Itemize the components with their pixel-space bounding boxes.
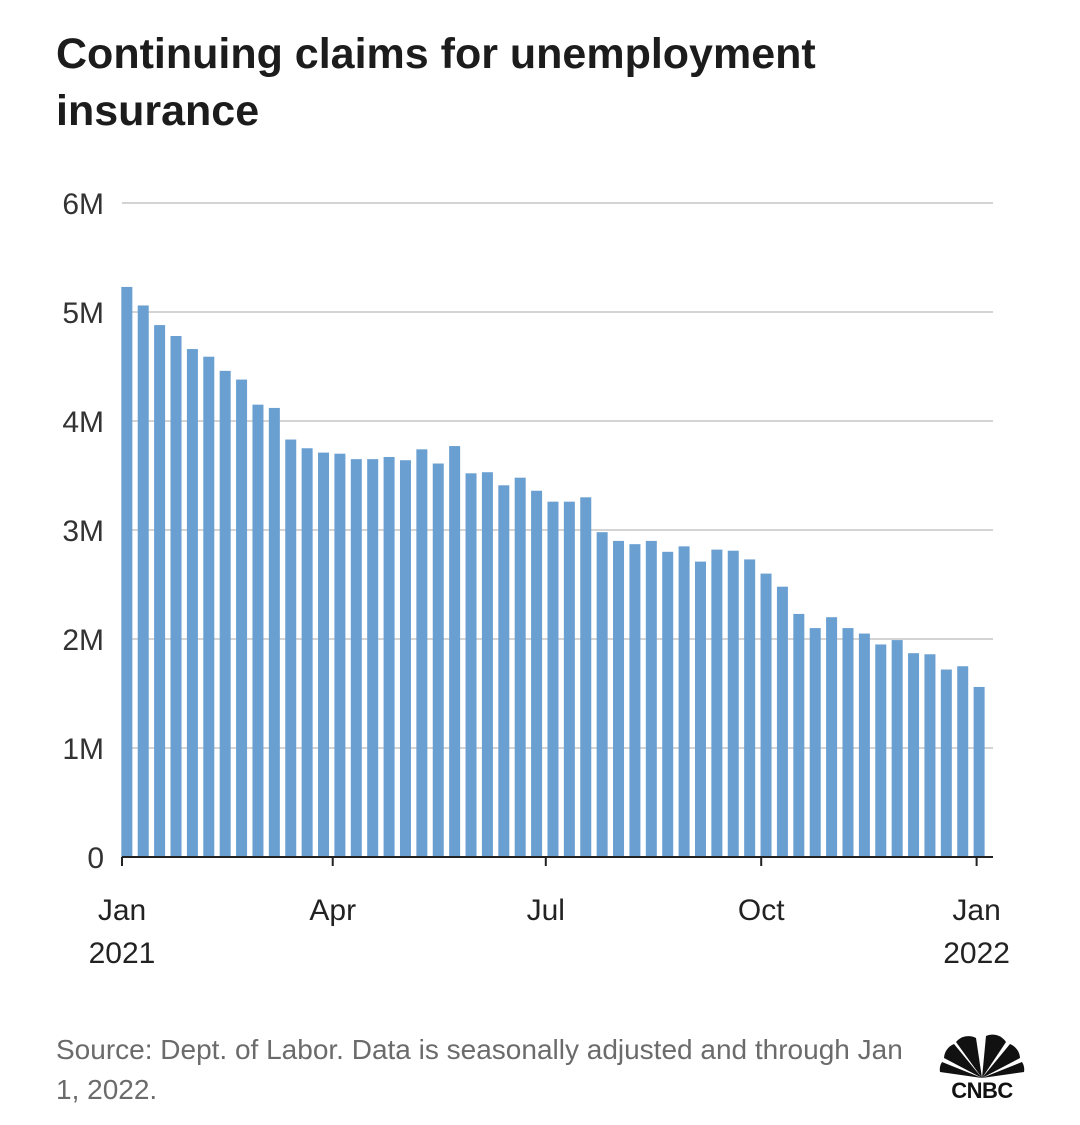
bar bbox=[760, 573, 772, 857]
bar bbox=[645, 540, 657, 857]
cnbc-logo: CNBC bbox=[934, 1032, 1030, 1104]
x-axis bbox=[121, 856, 993, 866]
bar bbox=[186, 349, 198, 857]
bar bbox=[121, 286, 133, 857]
bar bbox=[563, 501, 575, 857]
bar bbox=[498, 485, 510, 857]
bar bbox=[908, 653, 920, 857]
x-tick-label: Oct bbox=[738, 894, 785, 927]
chart-title: Continuing claims for unemployment insur… bbox=[56, 30, 816, 135]
bar bbox=[662, 551, 674, 857]
bar bbox=[973, 686, 985, 857]
y-tick-label: 5M bbox=[62, 297, 104, 330]
bar-chart: 0 1M 2M 3M 4M 5M 6M Jan 2021 Apr Jul Oct Jan 2022 bbox=[62, 188, 1010, 970]
bar bbox=[694, 561, 706, 857]
bar bbox=[793, 613, 805, 857]
logo-wordmark: CNBC bbox=[951, 1078, 1013, 1103]
y-tick-labels: 0 1M 2M 3M 4M 5M 6M bbox=[62, 188, 104, 875]
bar bbox=[219, 370, 231, 857]
bar bbox=[350, 459, 362, 857]
bar bbox=[744, 559, 756, 857]
source-note: Source: Dept. of Labor. Data is seasonal… bbox=[56, 1034, 903, 1105]
bar bbox=[842, 628, 854, 857]
y-tick-label: 1M bbox=[62, 733, 104, 766]
bar bbox=[268, 407, 280, 857]
x-tick-label: Apr bbox=[309, 894, 356, 927]
bar bbox=[858, 633, 870, 857]
bar bbox=[711, 549, 723, 857]
bar bbox=[481, 472, 493, 857]
bar bbox=[776, 586, 788, 857]
bar bbox=[137, 305, 149, 857]
x-tick-label: Jan bbox=[952, 894, 1000, 927]
bar bbox=[809, 628, 821, 857]
bar bbox=[727, 550, 739, 857]
bar bbox=[613, 540, 625, 857]
bar bbox=[432, 463, 444, 857]
bar bbox=[596, 532, 608, 857]
bar bbox=[924, 654, 936, 857]
bar bbox=[383, 456, 395, 857]
bar bbox=[449, 446, 461, 857]
bar bbox=[318, 452, 330, 857]
bar bbox=[170, 335, 182, 857]
bar bbox=[891, 640, 903, 857]
bar bbox=[629, 544, 641, 857]
bar bbox=[203, 356, 215, 857]
bar bbox=[547, 501, 559, 857]
x-tick-label: Jan bbox=[98, 894, 146, 927]
bar bbox=[580, 497, 592, 857]
bar bbox=[940, 669, 952, 857]
y-tick-label: 6M bbox=[62, 188, 104, 221]
peacock-icon bbox=[939, 1034, 1025, 1078]
bar bbox=[399, 460, 411, 857]
y-tick-label: 3M bbox=[62, 515, 104, 548]
x-tick-year-label: 2021 bbox=[89, 937, 156, 970]
bar bbox=[285, 439, 297, 857]
bar bbox=[531, 490, 543, 857]
bar bbox=[416, 449, 428, 857]
bar bbox=[367, 459, 379, 857]
bar bbox=[465, 473, 477, 857]
bar bbox=[334, 453, 346, 857]
bar bbox=[301, 448, 313, 857]
y-tick-label: 2M bbox=[62, 624, 104, 657]
bar bbox=[514, 477, 526, 857]
bar bbox=[826, 617, 838, 857]
y-tick-label: 0 bbox=[87, 842, 104, 875]
x-tick-label: Jul bbox=[527, 894, 565, 927]
y-tick-label: 4M bbox=[62, 406, 104, 439]
x-tick-year-label: 2022 bbox=[943, 937, 1010, 970]
bar bbox=[154, 325, 166, 857]
x-tick-labels: Jan 2021 Apr Jul Oct Jan 2022 bbox=[89, 894, 1010, 970]
bar bbox=[678, 546, 690, 857]
bars bbox=[121, 286, 985, 857]
bar bbox=[875, 644, 887, 857]
bar bbox=[236, 379, 248, 857]
bar bbox=[957, 666, 969, 857]
bar bbox=[252, 404, 264, 857]
